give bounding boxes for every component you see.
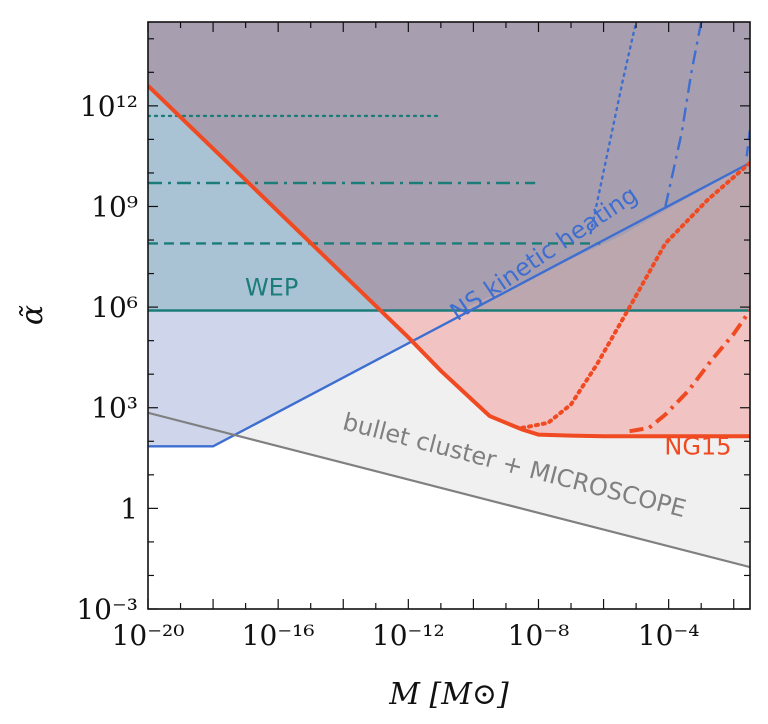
x-tick-label: 10⁻²⁰ [112, 619, 185, 652]
x-tick-label: 10⁻¹⁶ [242, 619, 315, 652]
y-tick-label: 10⁹ [91, 190, 138, 223]
axis-ticks [147, 22, 750, 610]
y-tick-label: 10³ [91, 392, 138, 425]
series-line-5 [589, 22, 638, 235]
annotation-label: NG15 [664, 433, 731, 461]
curves [148, 22, 750, 569]
series-line-4 [148, 161, 750, 448]
y-tick-label: 10⁻³ [76, 593, 138, 626]
y-axis-label: α̃ [15, 305, 50, 325]
annotation-label: WEP [245, 273, 298, 301]
y-tick-label: 10¹² [80, 90, 138, 123]
series-line-11 [148, 411, 750, 569]
series-line-6 [664, 22, 703, 207]
y-tick-label: 10⁶ [91, 291, 138, 324]
x-tick-label: 10⁻¹² [372, 619, 445, 652]
region-all-overlap [148, 22, 750, 311]
region-overlap-ng-ns [460, 162, 750, 311]
y-tick-label: 1 [120, 492, 138, 525]
tick-labels: 10⁻²⁰ 10⁻¹⁶ 10⁻¹² 10⁻⁸ 10⁻⁴ 10¹² 10⁹ 10⁶ 10³ 1 10⁻… [76, 90, 699, 652]
x-tick-label: 10⁻⁸ [508, 619, 570, 652]
series-line-8 [148, 84, 750, 439]
series-line-9 [520, 160, 750, 430]
series-line-10 [629, 309, 750, 434]
shaded-regions [148, 22, 750, 609]
x-axis-label: M [M⊙] [388, 677, 509, 712]
x-tick-label: 10⁻⁴ [638, 619, 700, 652]
plot-frame [147, 21, 751, 610]
region-wep [148, 22, 383, 311]
